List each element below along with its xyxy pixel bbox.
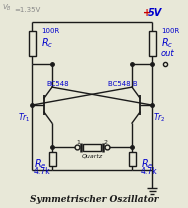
Text: 2: 2: [104, 140, 108, 145]
Text: $V_B$: $V_B$: [2, 3, 12, 13]
Bar: [129, 152, 136, 166]
Text: $Tr_2$: $Tr_2$: [153, 111, 166, 124]
Text: $R_c$: $R_c$: [41, 36, 53, 50]
Bar: [49, 152, 55, 166]
Text: 4.7k: 4.7k: [141, 167, 158, 176]
Text: +: +: [143, 8, 151, 18]
Text: out: out: [161, 49, 175, 58]
Text: $R_c$: $R_c$: [161, 36, 173, 50]
Text: Symmetrischer Oszillator: Symmetrischer Oszillator: [30, 195, 158, 204]
Text: 100R: 100R: [41, 28, 59, 34]
Text: =1.35V: =1.35V: [14, 7, 40, 13]
Text: 1: 1: [76, 140, 80, 145]
Text: 100R: 100R: [161, 28, 179, 34]
Text: $R_e$: $R_e$: [34, 157, 47, 171]
Text: 5V: 5V: [148, 8, 162, 18]
Bar: [83, 144, 101, 151]
Text: BC548 B: BC548 B: [108, 81, 138, 87]
Text: BC548: BC548: [46, 81, 69, 87]
Text: 4.7k: 4.7k: [34, 167, 51, 176]
Text: Quartz: Quartz: [81, 153, 103, 158]
Text: $Tr_1$: $Tr_1$: [18, 111, 31, 124]
Bar: [149, 31, 155, 56]
Text: $R_e$: $R_e$: [141, 157, 154, 171]
Bar: [29, 31, 36, 56]
